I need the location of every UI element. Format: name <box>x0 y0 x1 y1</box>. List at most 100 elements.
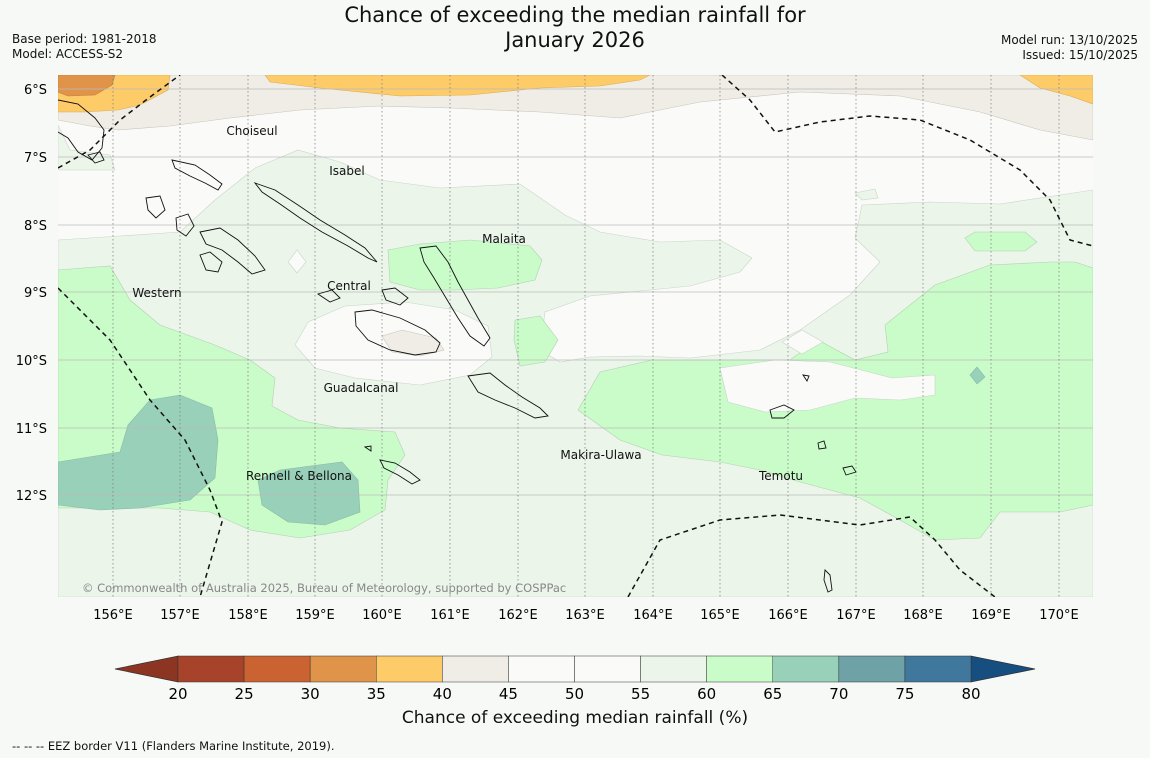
colorbar-tick-label: 45 <box>499 685 518 703</box>
colorbar-tick-label: 30 <box>301 685 320 703</box>
coast-guadalcanal <box>354 309 441 356</box>
province-label: Guadalcanal <box>324 381 399 395</box>
colorbar-under-arrow <box>114 655 179 683</box>
coast-makira <box>467 372 549 419</box>
colorbar-swatch <box>838 655 906 683</box>
colorbar-tick-label: 50 <box>565 685 584 703</box>
lon-label: 164°E <box>633 608 673 623</box>
colorbar-tick-label: 60 <box>697 685 716 703</box>
colorbar-tick-label: 40 <box>433 685 452 703</box>
coast-shortland <box>87 151 105 164</box>
shade-65-70-rennell <box>257 461 361 526</box>
model-info: Base period: 1981-2018 Model: ACCESS-S2 <box>12 32 157 62</box>
copyright-notice: © Commonwealth of Australia 2025, Bureau… <box>82 581 566 595</box>
eez-line-s <box>627 514 996 597</box>
coast-vella-lavella <box>145 195 166 219</box>
coast-choiseul <box>171 159 223 191</box>
coast-kolombangara <box>175 213 195 237</box>
colorbar-tick-label: 35 <box>367 685 386 703</box>
province-label: Makira-Ulawa <box>560 448 641 462</box>
province-label: Temotu <box>758 469 803 483</box>
shade-60-65-small <box>513 315 559 367</box>
province-label: Isabel <box>329 164 364 178</box>
colorbar-swatch <box>706 655 774 683</box>
lat-label: 12°S <box>16 489 47 504</box>
colorbar-swatch <box>640 655 707 683</box>
colorbar-swatch <box>243 655 311 683</box>
coast-rennell <box>379 459 421 485</box>
lon-label: 168°E <box>903 608 943 623</box>
lat-label: 9°S <box>24 286 47 301</box>
coast-utupua <box>842 465 857 476</box>
coast-vanikoro <box>817 440 827 450</box>
colorbar-swatch <box>574 655 641 683</box>
colorbar-tick-label: 25 <box>235 685 254 703</box>
shade-35-40-top-center <box>264 75 651 97</box>
colorbar: 20 25 30 35 40 45 50 55 60 65 70 75 80 <box>114 655 1036 703</box>
model-run-date: Model run: 13/10/2025 <box>1000 33 1138 47</box>
map-title: Chance of exceeding the median rainfall … <box>0 3 1150 53</box>
model-name: Model: ACCESS-S2 <box>12 47 124 61</box>
eez-line-n <box>721 75 1093 247</box>
colorbar-title: Chance of exceeding median rainfall (%) <box>401 708 749 728</box>
lon-label: 169°E <box>971 608 1011 623</box>
coast-russell <box>381 287 409 306</box>
shade-40-45-top <box>58 75 1093 141</box>
shade-65-70-ne <box>969 366 986 385</box>
colorbar-swatch <box>904 655 972 683</box>
lat-label: 6°S <box>24 83 47 98</box>
coast-santa-cruz <box>769 404 795 419</box>
lon-label: 156°E <box>93 608 133 623</box>
colorbar-tick-label: 80 <box>961 685 980 703</box>
longitude-labels: 156°E 157°E 158°E 159°E 160°E 161°E 162°E 163°E… <box>93 608 1079 623</box>
colorbar-swatch <box>508 655 575 683</box>
lon-label: 158°E <box>228 608 268 623</box>
colorbar-swatch <box>376 655 443 683</box>
base-period: Base period: 1981-2018 <box>12 32 157 46</box>
province-label: Choiseul <box>226 124 277 138</box>
lon-label: 161°E <box>430 608 470 623</box>
coast-isabel <box>253 182 378 263</box>
colorbar-swatch <box>177 655 245 683</box>
shade-60-65-ne <box>964 231 1038 252</box>
issued-date: Issued: 15/10/2025 <box>1022 48 1138 62</box>
province-label: Central <box>327 279 371 293</box>
shade-50-diamond-2 <box>781 329 824 355</box>
coast-reef-islands <box>802 374 810 382</box>
colorbar-tick-label: 20 <box>168 685 187 703</box>
colorbar-tick-label: 65 <box>763 685 782 703</box>
colorbar-over-arrow <box>970 655 1036 683</box>
shade-35-40-top-right <box>1019 75 1093 105</box>
lat-label: 7°S <box>24 151 47 166</box>
coast-new-georgia <box>199 227 266 275</box>
coast-rendova <box>199 251 223 273</box>
province-labels: Choiseul Isabel Malaita Western Central Guada… <box>132 124 803 483</box>
colorbar-swatch <box>309 655 377 683</box>
lat-label: 10°S <box>16 354 47 369</box>
colorbar-tick-label: 75 <box>895 685 914 703</box>
lat-label: 8°S <box>24 219 47 234</box>
shade-30-35-top-left <box>58 75 116 97</box>
lon-label: 159°E <box>295 608 335 623</box>
lon-label: 166°E <box>768 608 808 623</box>
map-area: © Commonwealth of Australia 2025, Bureau… <box>58 75 1093 597</box>
lon-label: 160°E <box>362 608 402 623</box>
graticule <box>58 75 1093 597</box>
colorbar-swatch <box>442 655 509 683</box>
run-info: Model run: 13/10/2025 Issued: 15/10/2025 <box>1001 33 1138 63</box>
coast-malaita <box>419 245 491 347</box>
eez-line-nw <box>58 75 181 169</box>
colorbar-swatch <box>772 655 840 683</box>
shade-55-small-ne <box>854 188 879 201</box>
colorbar-tick-label: 55 <box>631 685 650 703</box>
shade-65-70-west <box>58 394 219 511</box>
shade-50-diamond-1 <box>287 249 307 274</box>
shade-40-45-center <box>381 329 445 357</box>
coastlines <box>58 99 857 593</box>
province-label: Western <box>132 286 181 300</box>
coast-florida <box>316 289 341 303</box>
title-line-1: Chance of exceeding the median rainfall … <box>344 3 806 27</box>
lat-label: 11°S <box>16 422 47 437</box>
lon-label: 170°E <box>1039 608 1079 623</box>
